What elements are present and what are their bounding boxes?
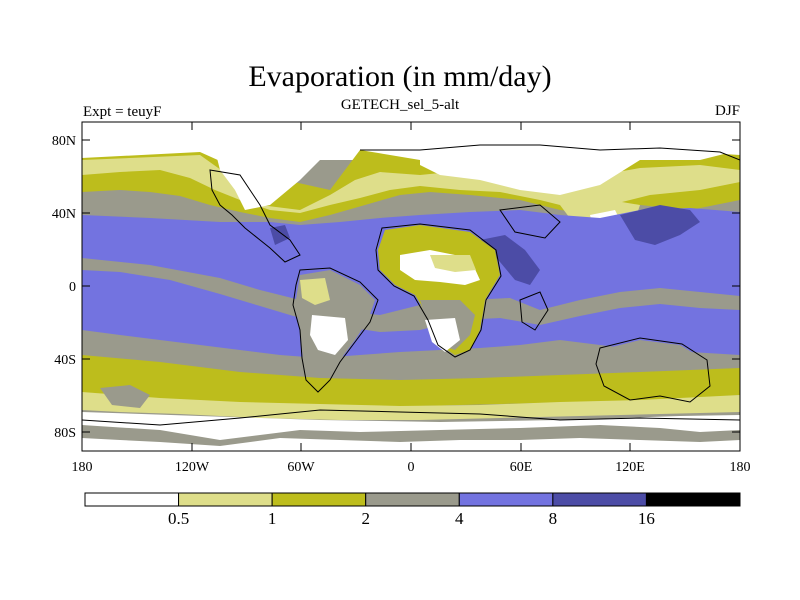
colorbar-label: 8 (549, 509, 558, 528)
antarctic-coast (82, 409, 740, 426)
colorbar-swatch (178, 492, 273, 507)
lat-tick-label: 80N (52, 134, 76, 149)
madagascar-coast (519, 291, 549, 331)
lat-tick-label: 40N (52, 207, 76, 222)
na-white (215, 125, 330, 210)
sa-north-yellow (300, 278, 330, 305)
dataset-label: GETECH_sel_5-alt (340, 97, 460, 113)
colorbar-swatch (365, 492, 460, 507)
lon-tick-label: 60W (287, 460, 315, 475)
colorbar-swatch (552, 492, 647, 507)
south-band-2 (82, 355, 740, 406)
lon-tick-label: 180 (730, 460, 751, 475)
lat-tick-marks (82, 139, 740, 433)
experiment-label: Expt = teuyF (83, 104, 162, 120)
colorbar-swatch (84, 492, 180, 507)
lon-tick-label: 120W (175, 460, 210, 475)
season-label: DJF (714, 103, 740, 119)
na-coast (209, 169, 301, 263)
africa-coast (375, 223, 502, 358)
coastlines (82, 144, 740, 426)
lon-tick-marks (81, 122, 741, 451)
colorbar-swatch (645, 492, 741, 507)
australia-coast (595, 337, 711, 403)
colorbar-swatch (458, 492, 554, 507)
lon-tick-label: 60E (510, 460, 533, 475)
lat-tick-label: 40S (54, 353, 76, 368)
plot-title: Evaporation (in mm/day) (248, 60, 552, 93)
lon-tick-label: 180 (72, 460, 93, 475)
arctic-coast (360, 144, 740, 161)
lat-tick-label: 80S (54, 426, 76, 441)
tropical-grey-band (82, 258, 740, 332)
sa-coast (292, 267, 379, 393)
south-band-1 (82, 392, 740, 420)
eurasia-white (420, 125, 740, 195)
map-field (82, 122, 740, 451)
kuroshio-dark (620, 205, 700, 245)
colorbar-label: 2 (361, 509, 370, 528)
colorbar: 0.5 1 2 4 8 16 (84, 492, 741, 528)
lon-tick-label: 0 (408, 460, 415, 475)
chaco-white (310, 315, 348, 355)
red-sea-dark (480, 235, 540, 285)
lat-tick-label: 0 (69, 280, 76, 295)
med-coast (499, 204, 561, 239)
colorbar-label: 0.5 (168, 509, 189, 528)
nz-grey (100, 385, 150, 408)
gulfstream-dark (270, 225, 290, 245)
colorbar-label: 4 (455, 509, 464, 528)
colorbar-label: 1 (268, 509, 277, 528)
colorbar-label: 16 (638, 509, 655, 528)
colorbar-swatch (271, 492, 367, 507)
lon-tick-label: 120E (615, 460, 645, 475)
kalahari-white (425, 318, 460, 352)
antarctic-grey (82, 425, 740, 446)
sahara-yellow (430, 255, 476, 272)
